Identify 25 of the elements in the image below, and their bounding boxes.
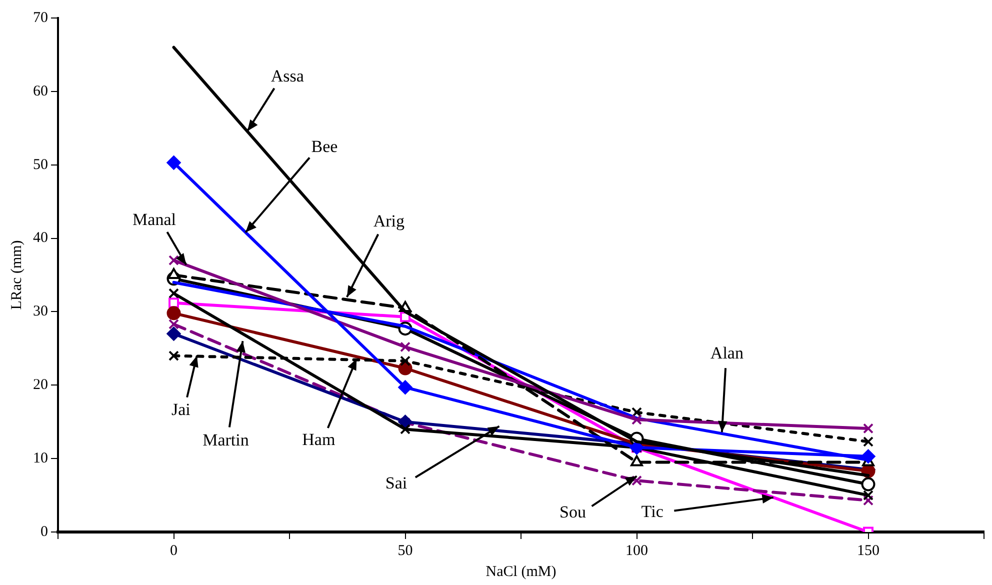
x-tick-label: 150 [857,542,880,559]
annotation: Ham [302,430,336,450]
annotation: Assa [270,66,304,86]
annotation: Sai [385,474,408,493]
annotation: Sou [560,502,586,522]
x-tick-label: 50 [398,542,413,559]
y-tick-label: 20 [33,377,48,394]
y-axis-title: LRac (mm) [8,240,25,310]
annotation: Tic [641,502,664,521]
annotation: Martin [202,430,250,450]
annotation: Arig [373,211,405,230]
y-tick-label: 0 [40,524,48,540]
y-tick-label: 10 [33,450,48,467]
annotation: Bee [311,136,338,156]
x-axis-title: NaCl (mM) [486,564,556,580]
y-tick-label: 60 [33,83,48,100]
y-tick-label: 70 [33,10,48,26]
annotation: Alan [710,344,744,363]
y-tick-label: 30 [33,304,48,320]
y-tick-label: 50 [33,156,48,173]
y-tick-label: 40 [33,230,48,246]
x-tick-label: 100 [626,542,648,559]
x-tick-label: 0 [170,542,178,559]
annotation: Manal [132,210,176,230]
annotation: Jai [171,400,191,420]
